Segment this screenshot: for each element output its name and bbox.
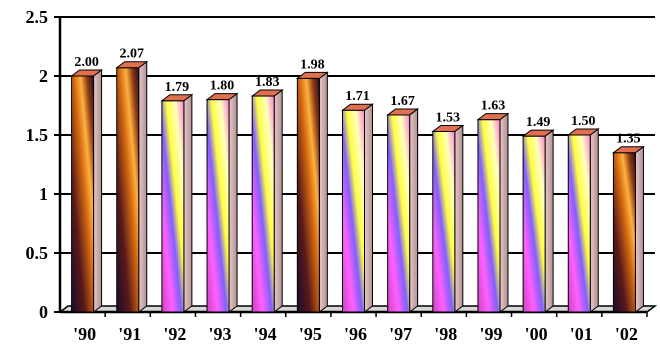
x-tick-label: '94 bbox=[254, 324, 277, 344]
x-tick-label: '90 bbox=[73, 324, 96, 344]
bar-side bbox=[589, 128, 599, 313]
bar-front bbox=[161, 100, 185, 313]
data-label: 1.35 bbox=[616, 132, 641, 147]
bars-layer bbox=[70, 60, 645, 313]
bar-top bbox=[160, 94, 194, 102]
data-label: 1.49 bbox=[526, 115, 551, 130]
data-label: 1.63 bbox=[481, 99, 506, 114]
bar-side bbox=[138, 60, 148, 313]
y-tick-label: 1 bbox=[39, 184, 48, 204]
bar-top bbox=[476, 113, 510, 121]
x-tick-label: '91 bbox=[118, 324, 141, 344]
bar-top bbox=[70, 69, 104, 77]
bar-front bbox=[206, 99, 230, 313]
x-tick-label: '93 bbox=[209, 324, 232, 344]
bar-side bbox=[93, 69, 103, 313]
bar-front bbox=[567, 134, 591, 313]
bar-side bbox=[634, 145, 644, 313]
x-tick-label: '99 bbox=[479, 324, 502, 344]
data-label: 1.67 bbox=[390, 94, 415, 109]
y-tick-label: 2 bbox=[39, 66, 48, 86]
data-label: 1.80 bbox=[210, 79, 235, 94]
x-tick-label: '01 bbox=[570, 324, 593, 344]
x-tick-label: '96 bbox=[344, 324, 367, 344]
data-label: 1.71 bbox=[345, 89, 370, 104]
bar-top bbox=[295, 71, 329, 79]
labels-layer: 0 0.5 1 1.5 2 2.5 2.00 '90 2.07 '91 1.79 '92 1.80 '93… bbox=[26, 7, 641, 344]
bar-side bbox=[409, 107, 419, 313]
bar-top bbox=[250, 89, 284, 97]
data-label: 2.00 bbox=[74, 55, 99, 70]
x-tick-label: '95 bbox=[299, 324, 322, 344]
bar-top bbox=[521, 129, 555, 137]
bar-front bbox=[296, 77, 320, 313]
bar-front bbox=[432, 130, 456, 313]
bar-front bbox=[387, 114, 411, 313]
data-label: 1.98 bbox=[300, 57, 325, 72]
bar-front bbox=[116, 67, 140, 313]
bar-top bbox=[566, 128, 600, 136]
data-label: 1.50 bbox=[571, 114, 596, 129]
bar bbox=[341, 103, 374, 313]
bar-top bbox=[611, 146, 645, 154]
x-tick-label: '98 bbox=[434, 324, 457, 344]
x-tick-label: '92 bbox=[163, 324, 186, 344]
bar-front bbox=[612, 152, 636, 313]
x-tick-label: '00 bbox=[525, 324, 548, 344]
bar-side bbox=[499, 112, 509, 313]
bar bbox=[386, 107, 420, 313]
bar bbox=[566, 128, 600, 313]
data-label: 2.07 bbox=[119, 47, 144, 62]
bar bbox=[70, 69, 104, 313]
bar bbox=[205, 92, 239, 313]
bar-side bbox=[228, 92, 238, 313]
bar-side bbox=[364, 103, 373, 313]
bar-side bbox=[318, 71, 328, 313]
y-tick-label: 0.5 bbox=[26, 243, 49, 263]
bar-front bbox=[477, 119, 501, 313]
bar bbox=[250, 89, 284, 313]
bar bbox=[115, 60, 149, 313]
y-tick-label: 0 bbox=[39, 302, 48, 322]
bar-front bbox=[251, 95, 275, 313]
bar bbox=[611, 145, 645, 313]
x-tick-label: '97 bbox=[389, 324, 412, 344]
data-label: 1.79 bbox=[165, 80, 190, 95]
x-tick-label: '02 bbox=[615, 324, 638, 344]
y-tick-label: 2.5 bbox=[26, 7, 49, 27]
bar-top bbox=[341, 103, 374, 111]
bar-front bbox=[71, 75, 95, 313]
bar bbox=[295, 71, 329, 313]
bar bbox=[160, 93, 194, 313]
bar bbox=[476, 112, 510, 313]
bar-side bbox=[544, 129, 554, 313]
data-label: 1.83 bbox=[255, 75, 280, 90]
bar bbox=[521, 129, 555, 313]
bar-top bbox=[431, 124, 465, 132]
bar-front bbox=[342, 109, 365, 313]
bar bbox=[431, 124, 465, 313]
bar-side bbox=[183, 93, 193, 313]
bar-top bbox=[205, 93, 239, 101]
bar-side bbox=[454, 124, 464, 313]
bar-side bbox=[273, 89, 283, 313]
data-label: 1.53 bbox=[436, 110, 461, 125]
y-tick-label: 1.5 bbox=[26, 125, 49, 145]
bar-top bbox=[386, 108, 420, 116]
bar-front bbox=[522, 135, 546, 313]
bar-top bbox=[115, 61, 149, 69]
